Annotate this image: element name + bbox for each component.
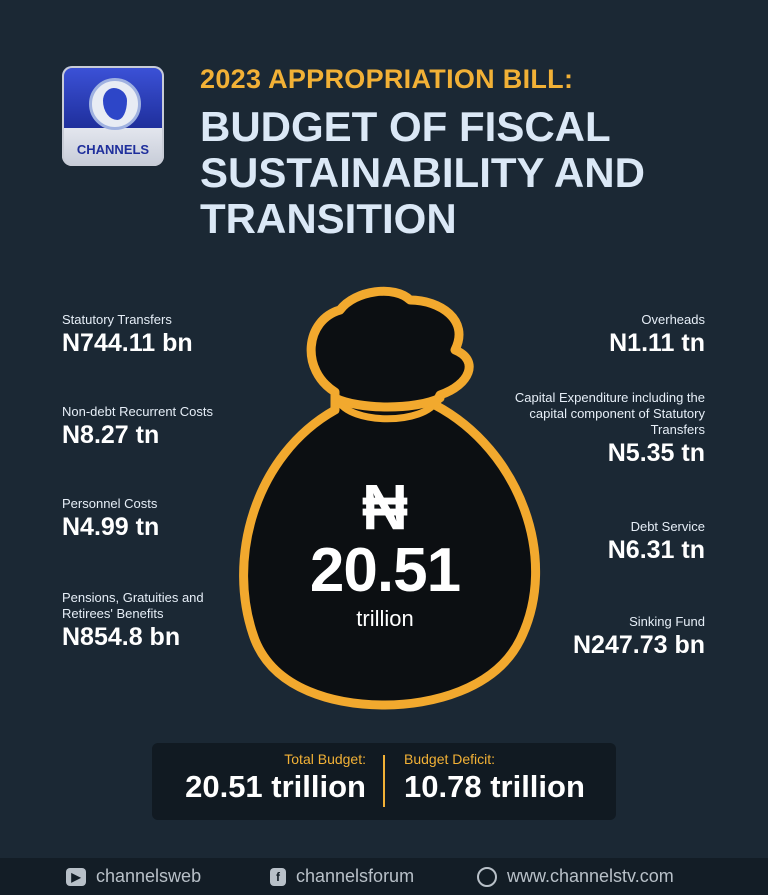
amount-unit: trillion — [356, 606, 414, 631]
globe-icon — [89, 78, 141, 130]
globe-icon — [477, 866, 497, 887]
item-personnel-costs: Personnel Costs N4.99 tn — [62, 496, 160, 541]
channels-logo: CHANNELS — [62, 66, 164, 166]
footer-youtube[interactable]: ▶ channelsweb — [66, 866, 201, 887]
total-amount: 20.51 — [309, 536, 461, 605]
logo-text: CHANNELS — [76, 142, 150, 157]
budget-summary: Total Budget: 20.51 trillion Budget Defi… — [152, 743, 616, 820]
naira-symbol: ₦ — [361, 471, 409, 543]
africa-icon — [103, 88, 127, 120]
item-statutory-transfers: Statutory Transfers N744.11 bn — [62, 312, 193, 357]
footer-website[interactable]: www.channelstv.com — [477, 866, 674, 887]
item-non-debt-recurrent: Non-debt Recurrent Costs N8.27 tn — [62, 404, 214, 449]
item-debt-service: Debt Service N6.31 tn — [607, 519, 705, 564]
item-pensions: Pensions, Gratuities and Retirees' Benef… — [62, 590, 204, 651]
page-title: BUDGET OF FISCAL SUSTAINABILITY AND TRAN… — [200, 103, 645, 242]
footer-facebook[interactable]: f channelsforum — [270, 866, 414, 887]
item-capital-expenditure: Capital Expenditure including the capita… — [514, 390, 705, 467]
item-overheads: Overheads N1.11 tn — [609, 312, 705, 357]
total-budget: Total Budget: 20.51 trillion — [185, 751, 366, 804]
item-sinking-fund: Sinking Fund N247.73 bn — [572, 614, 705, 659]
divider — [383, 755, 385, 807]
facebook-icon: f — [270, 867, 286, 886]
youtube-icon: ▶ — [66, 867, 86, 886]
kicker: 2023 APPROPRIATION BILL: — [200, 64, 574, 94]
footer: ▶ channelsweb f channelsforum www.channe… — [0, 858, 768, 895]
budget-deficit: Budget Deficit: 10.78 trillion — [404, 751, 585, 804]
